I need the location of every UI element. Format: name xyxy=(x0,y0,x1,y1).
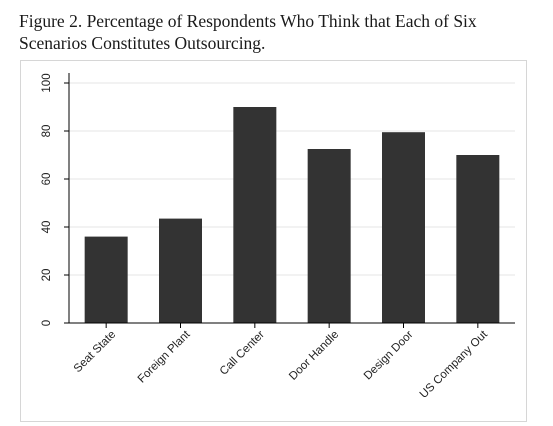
x-tick-label: Seat State xyxy=(72,329,118,375)
y-tick-label: 40 xyxy=(41,221,53,234)
figure-title: Figure 2. Percentage of Respondents Who … xyxy=(19,11,477,53)
y-tick-label: 0 xyxy=(41,320,53,326)
y-tick-label: 20 xyxy=(41,269,53,282)
x-tick-label: US Company Out xyxy=(418,328,491,401)
bar xyxy=(382,132,425,323)
y-tick-label: 100 xyxy=(41,73,53,92)
bar xyxy=(233,107,277,323)
x-tick-label: Call Center xyxy=(218,329,267,378)
y-tick-label: 80 xyxy=(41,125,53,138)
bar xyxy=(307,149,351,323)
x-tick-label: Design Door xyxy=(362,329,416,383)
y-tick-label: 60 xyxy=(41,173,53,186)
bar xyxy=(456,155,500,323)
x-tick-label: Door Handle xyxy=(287,329,341,383)
bar xyxy=(159,218,202,323)
bar xyxy=(84,236,128,323)
x-tick-label: Foreign Plant xyxy=(136,328,193,385)
